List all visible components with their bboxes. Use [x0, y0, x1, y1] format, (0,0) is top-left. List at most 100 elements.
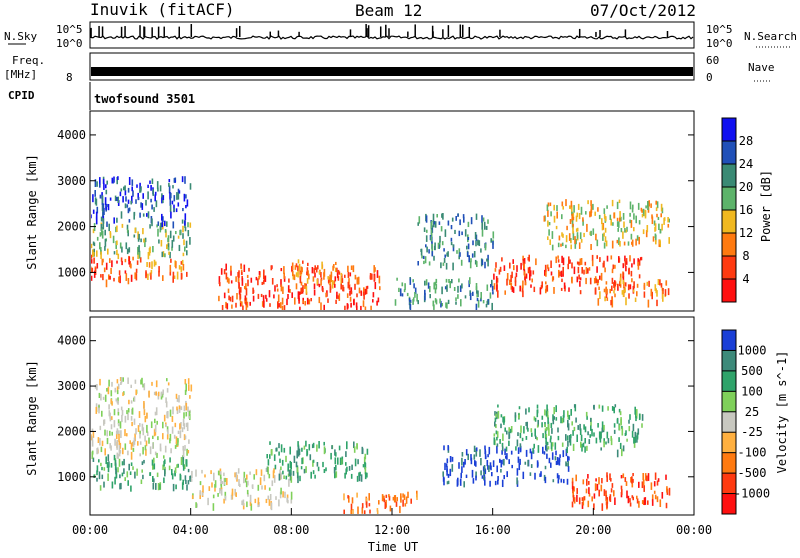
- data-pixel: [539, 473, 541, 478]
- data-pixel: [364, 462, 367, 468]
- data-pixel: [166, 388, 169, 393]
- data-pixel: [287, 285, 290, 293]
- data-pixel: [283, 266, 285, 275]
- data-pixel: [491, 472, 493, 477]
- data-pixel: [225, 272, 228, 280]
- data-pixel: [93, 257, 95, 264]
- data-pixel: [561, 278, 563, 283]
- data-pixel: [550, 422, 553, 429]
- data-pixel: [572, 430, 574, 436]
- data-pixel: [151, 204, 153, 210]
- data-pixel: [489, 292, 492, 299]
- xtick-label: 16:00: [475, 523, 511, 537]
- data-pixel: [165, 397, 167, 404]
- data-pixel: [378, 500, 380, 505]
- data-pixel: [109, 231, 112, 235]
- data-pixel: [271, 480, 274, 487]
- data-pixel: [449, 456, 452, 463]
- data-pixel: [327, 276, 329, 280]
- data-pixel: [545, 288, 547, 294]
- data-pixel: [147, 273, 149, 280]
- data-pixel: [600, 484, 603, 492]
- data-pixel: [494, 268, 497, 272]
- data-pixel: [314, 474, 316, 479]
- data-pixel: [523, 258, 526, 264]
- data-pixel: [547, 446, 550, 450]
- data-pixel: [452, 262, 454, 271]
- data-pixel: [603, 208, 606, 214]
- data-pixel: [460, 472, 462, 479]
- data-pixel: [495, 413, 497, 418]
- data-pixel: [385, 494, 388, 498]
- data-pixel: [566, 225, 568, 231]
- data-pixel: [186, 271, 188, 277]
- data-pixel: [139, 453, 141, 457]
- data-pixel: [493, 433, 496, 437]
- data-pixel: [550, 435, 552, 440]
- data-pixel: [258, 275, 260, 280]
- data-pixel: [164, 253, 166, 258]
- data-pixel: [357, 506, 359, 514]
- data-pixel: [151, 218, 153, 227]
- ytick-label: 4000: [57, 334, 86, 348]
- data-pixel: [182, 445, 184, 451]
- data-pixel: [555, 256, 557, 264]
- data-pixel: [140, 379, 142, 385]
- data-pixel: [650, 288, 653, 297]
- data-pixel: [571, 218, 574, 223]
- data-pixel: [175, 393, 178, 399]
- data-pixel: [668, 237, 670, 244]
- data-pixel: [650, 482, 653, 490]
- data-pixel: [642, 229, 645, 235]
- data-pixel: [276, 284, 278, 288]
- data-pixel: [630, 220, 633, 228]
- data-pixel: [185, 402, 188, 411]
- data-pixel: [153, 391, 156, 396]
- data-pixel: [544, 409, 546, 416]
- data-pixel: [296, 467, 299, 474]
- data-pixel: [514, 276, 517, 283]
- data-pixel: [110, 390, 113, 397]
- data-pixel: [130, 451, 133, 460]
- data-pixel: [133, 437, 136, 445]
- data-pixel: [536, 424, 539, 428]
- data-pixel: [281, 459, 284, 466]
- data-pixel: [562, 206, 564, 210]
- data-pixel: [603, 489, 606, 496]
- data-pixel: [103, 267, 106, 273]
- data-pixel: [645, 230, 648, 238]
- data-pixel: [363, 287, 365, 295]
- data-pixel: [100, 216, 103, 222]
- data-pixel: [185, 194, 187, 199]
- data-pixel: [352, 265, 355, 273]
- data-pixel: [119, 191, 122, 197]
- data-pixel: [570, 434, 572, 439]
- data-pixel: [173, 178, 176, 183]
- data-pixel: [254, 498, 257, 504]
- xtick-label: 00:00: [72, 523, 108, 537]
- data-pixel: [135, 428, 137, 435]
- freq-unit: [MHz]: [4, 68, 37, 81]
- data-pixel: [304, 283, 306, 289]
- data-pixel: [587, 268, 589, 274]
- data-pixel: [545, 443, 548, 451]
- data-pixel: [621, 290, 624, 295]
- data-pixel: [549, 239, 551, 246]
- data-pixel: [178, 244, 181, 252]
- data-pixel: [91, 436, 94, 441]
- data-pixel: [399, 288, 402, 297]
- data-pixel: [660, 203, 663, 212]
- data-pixel: [167, 246, 170, 251]
- data-pixel: [188, 411, 191, 417]
- data-pixel: [302, 457, 304, 464]
- data-pixel: [653, 490, 656, 494]
- data-pixel: [185, 205, 187, 209]
- velocity-ylabel: Slant Range [km]: [25, 360, 39, 476]
- data-pixel: [117, 397, 119, 403]
- data-pixel: [497, 290, 499, 298]
- data-pixel: [334, 276, 337, 282]
- data-pixel: [383, 495, 385, 500]
- data-pixel: [356, 277, 359, 285]
- data-pixel: [182, 418, 185, 427]
- data-pixel: [360, 305, 362, 310]
